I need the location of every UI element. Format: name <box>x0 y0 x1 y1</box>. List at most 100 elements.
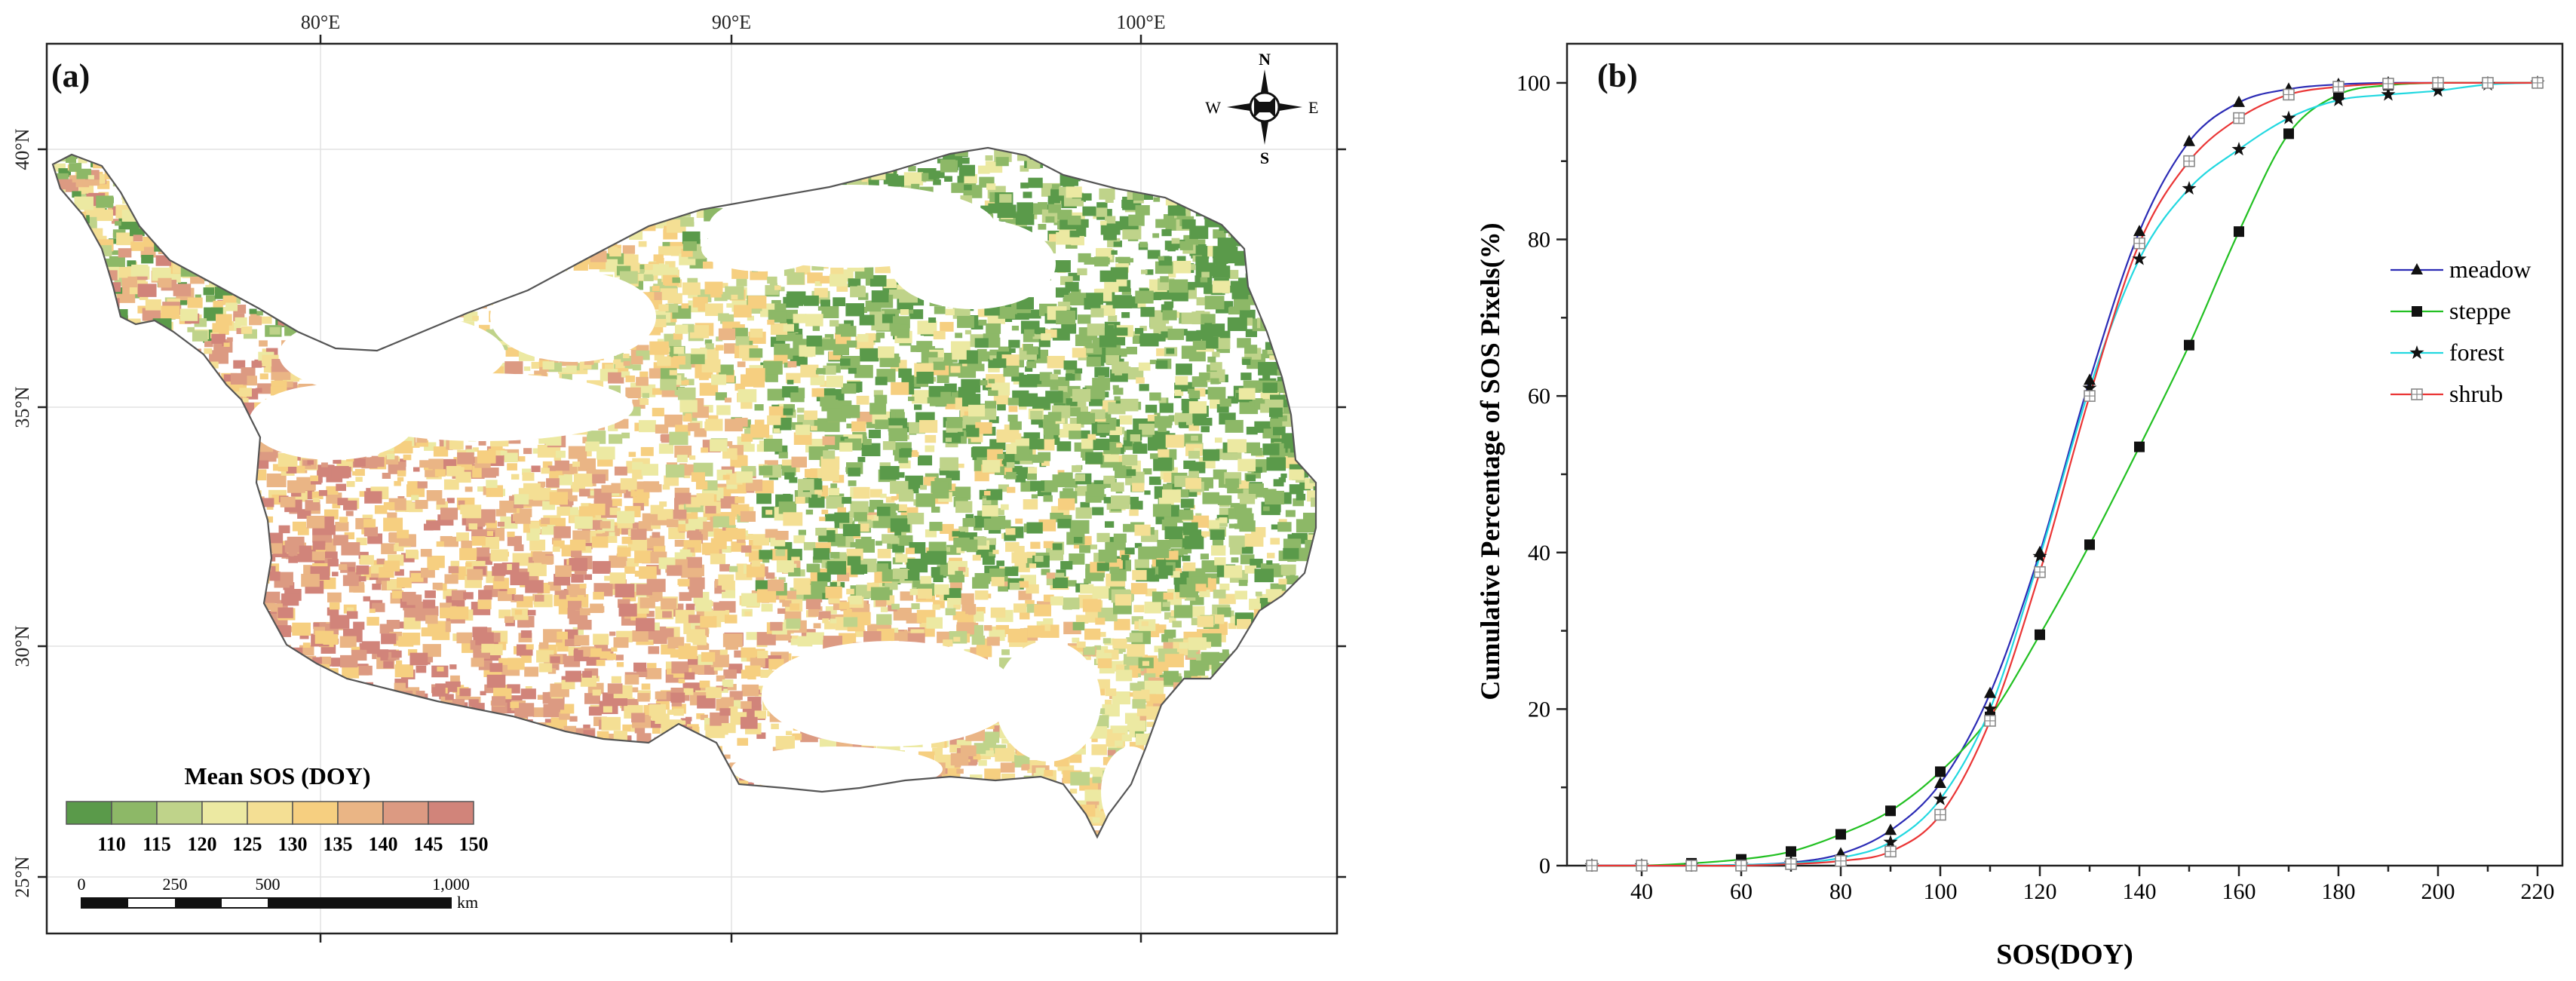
scale-label-500: 500 <box>256 875 281 894</box>
x-tick-label: 40 <box>1630 879 1653 904</box>
x-tick-label: 120 <box>2023 879 2057 904</box>
data-point-forest <box>2331 92 2346 106</box>
scale-unit: km <box>457 893 478 912</box>
data-point-shrub <box>2034 566 2046 578</box>
chart-legend: meadow steppe forest shrub <box>2390 256 2531 407</box>
sos-map-panel: 80°E 90°E 100°E 40°N 35°N 30°N 25°N (a) … <box>11 11 1346 943</box>
legend-swatch <box>66 801 112 825</box>
data-point-shrub <box>1984 715 1996 727</box>
data-point-shrub <box>2084 390 2096 402</box>
legend-tick-label: 110 <box>97 833 126 855</box>
data-point-forest <box>2430 83 2446 97</box>
legend-tick-label: 130 <box>278 833 308 855</box>
data-point-shrub <box>1735 860 1747 872</box>
data-point-meadow <box>2233 95 2245 107</box>
data-point-forest <box>1983 701 1998 716</box>
data-point-shrub <box>2382 78 2394 90</box>
legend-swatch <box>201 801 248 825</box>
lat-label-25: 25°N <box>11 856 33 897</box>
data-point-steppe <box>2234 226 2244 238</box>
data-point-steppe <box>2184 339 2194 351</box>
legend-title: Mean SOS (DOY) <box>184 762 370 789</box>
data-point-shrub <box>2332 81 2344 93</box>
data-point-forest <box>2231 142 2246 156</box>
legend-swatch <box>292 801 339 825</box>
data-point-shrub <box>2283 88 2295 101</box>
x-tick-label: 180 <box>2322 879 2356 904</box>
legend-swatch <box>111 801 158 825</box>
y-axis-label: Cumulative Percentage of SOS Pixels(%) <box>1475 222 1505 700</box>
data-point-shrub <box>2133 237 2145 250</box>
legend-swatch <box>428 801 474 825</box>
data-point-steppe <box>2283 128 2294 139</box>
compass-w: W <box>1205 98 1221 117</box>
y-tick-label: 40 <box>1528 541 1550 566</box>
data-point-shrub <box>1685 860 1697 872</box>
y-tick-label: 80 <box>1528 228 1550 253</box>
data-point-forest <box>2132 251 2147 265</box>
data-point-shrub <box>1785 858 1797 870</box>
data-point-steppe <box>2084 539 2095 550</box>
sos-color-legend: Mean SOS (DOY) 110 115 120 125 130 135 140 145 1… <box>66 762 489 855</box>
data-point-steppe <box>2134 441 2145 452</box>
data-point-steppe <box>1935 766 1946 777</box>
x-tick-label: 140 <box>2123 879 2157 904</box>
data-point-meadow <box>1984 686 1996 698</box>
data-point-steppe <box>1835 829 1846 840</box>
map-tick-marks <box>38 35 1346 943</box>
data-point-shrub <box>2432 77 2444 89</box>
legend-tick-label: 125 <box>233 833 262 855</box>
data-point-forest <box>2281 110 2296 124</box>
data-point-forest <box>2381 87 2396 101</box>
x-tick-label: 220 <box>2521 879 2555 904</box>
data-point-forest <box>2082 380 2097 394</box>
legend-marker-shrub <box>2411 388 2423 400</box>
compass-e: E <box>1308 98 1318 117</box>
legend-label-meadow: meadow <box>2449 256 2531 283</box>
data-point-steppe <box>2035 629 2045 640</box>
legend-tick-label: 150 <box>459 833 489 855</box>
scale-bar: 0 250 500 1,000 km <box>78 875 479 912</box>
legend-swatch <box>156 801 203 825</box>
plateau-boundary <box>51 146 1317 839</box>
north-arrow-compass: N S E W <box>1205 50 1318 167</box>
data-point-shrub <box>1835 854 1847 867</box>
legend-tick-label: 145 <box>414 833 443 855</box>
data-point-meadow <box>1884 823 1897 835</box>
data-point-meadow <box>2084 373 2096 385</box>
compass-n: N <box>1259 50 1271 69</box>
data-point-forest <box>1933 791 1948 805</box>
legend-label-shrub: shrub <box>2449 380 2503 407</box>
legend-tick-label: 120 <box>188 833 217 855</box>
lon-label-80: 80°E <box>301 11 340 33</box>
tibetan-plateau-map <box>51 146 1317 839</box>
data-point-shrub <box>1934 808 1946 821</box>
series-line-forest <box>1592 81 2538 867</box>
data-point-steppe <box>1786 846 1796 857</box>
lat-label-40: 40°N <box>11 128 33 170</box>
panel-b-label: (b) <box>1597 57 1638 94</box>
legend-tick-label: 115 <box>143 833 171 855</box>
scale-label-1000: 1,000 <box>432 875 470 894</box>
x-tick-label: 160 <box>2222 879 2256 904</box>
data-point-meadow <box>2133 225 2145 237</box>
lat-label-35: 35°N <box>11 386 33 428</box>
lon-label-100: 100°E <box>1116 11 1165 33</box>
legend-swatch <box>382 801 429 825</box>
series-line-meadow <box>1592 81 2538 867</box>
data-point-shrub <box>1586 860 1598 872</box>
legend-marker-forest <box>2409 345 2424 360</box>
series-line-steppe <box>1591 81 2538 867</box>
y-tick-label: 60 <box>1528 384 1550 409</box>
legend-swatch <box>337 801 384 825</box>
data-point-forest <box>2182 181 2197 195</box>
data-point-meadow <box>2183 134 2195 146</box>
chart-frame <box>1566 42 2564 867</box>
scale-label-250: 250 <box>163 875 188 894</box>
data-point-forest <box>1883 834 1898 848</box>
lat-label-30: 30°N <box>11 625 33 667</box>
compass-s: S <box>1260 149 1269 167</box>
data-point-shrub <box>2482 77 2494 89</box>
data-point-shrub <box>2233 112 2245 124</box>
